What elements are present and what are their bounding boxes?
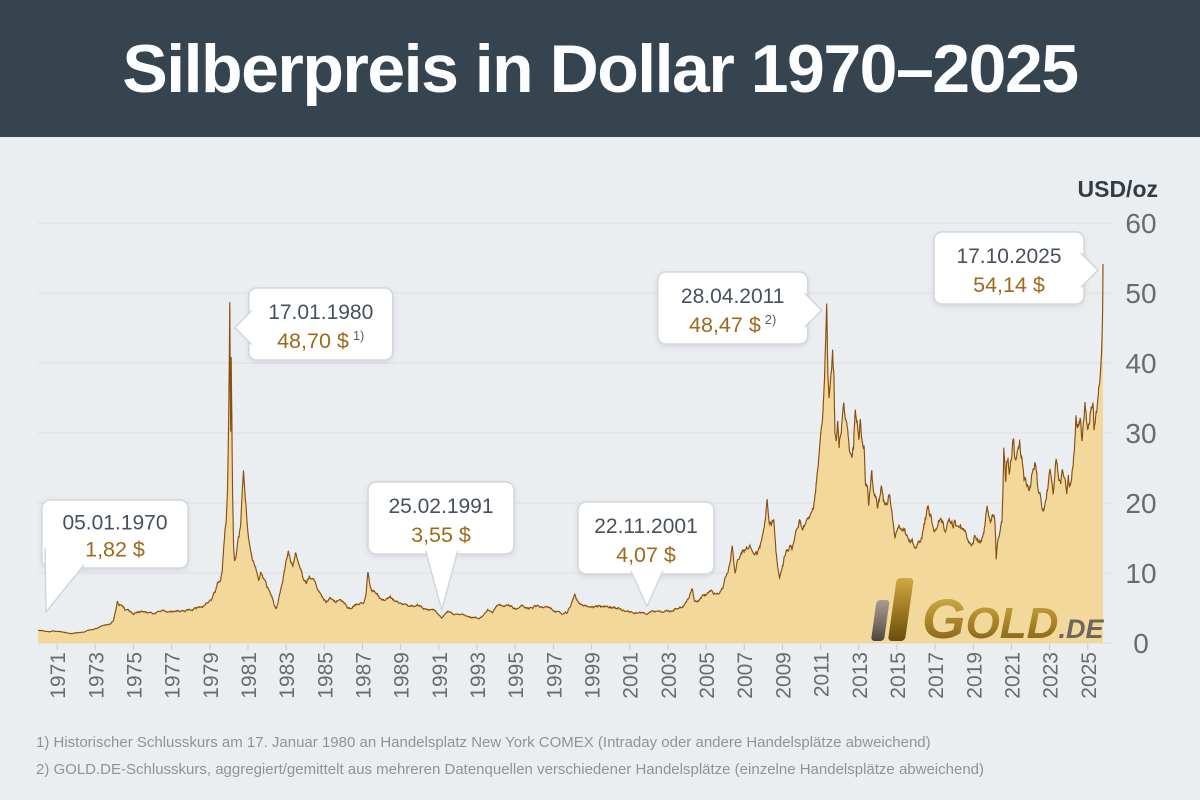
- callout-date: 22.11.2001: [594, 515, 698, 538]
- callout-pointer-icon: [804, 292, 823, 328]
- svg-text:2023: 2023: [1040, 652, 1063, 699]
- x-axis: 1971 1973 1975 1977 1979 1981 1983 1985 1987 1989…: [47, 644, 1101, 699]
- logo-text: GOLD.DE: [922, 587, 1104, 650]
- svg-text:1971: 1971: [47, 652, 70, 699]
- svg-text:1979: 1979: [200, 652, 223, 699]
- svg-text:20: 20: [1125, 488, 1156, 519]
- callout-pointer-icon: [44, 547, 85, 613]
- svg-text:50: 50: [1125, 278, 1156, 309]
- svg-text:2021: 2021: [1001, 652, 1024, 699]
- footnote-2: 2) GOLD.DE-Schlusskurs, aggregiert/gemit…: [36, 761, 985, 778]
- series-area: [38, 264, 1103, 643]
- logo-ingot-bars: [871, 578, 914, 641]
- svg-text:2003: 2003: [658, 652, 681, 699]
- callout-pointer-icon: [424, 550, 459, 611]
- footnote-1: 1) Historischer Schlusskurs am 17. Janua…: [36, 734, 931, 751]
- callout-price: 48,47 $2): [689, 312, 776, 337]
- title-bar: Silberpreis in Dollar 1970–2025: [0, 0, 1200, 137]
- svg-text:2005: 2005: [696, 652, 719, 699]
- callout-17-10-2025: 17.10.2025 54,14 $: [933, 231, 1099, 305]
- callout-pointer-icon: [630, 570, 664, 608]
- callout-price: 4,07 $: [616, 543, 676, 567]
- callout-pointer-icon: [1080, 252, 1099, 288]
- gold-de-logo: GOLD.DE: [871, 578, 1104, 650]
- callout-date: 05.01.1970: [62, 512, 167, 535]
- callout-date: 17.01.1980: [268, 301, 373, 324]
- svg-text:1981: 1981: [238, 652, 261, 699]
- callout-box: [41, 499, 189, 569]
- y-grid: [38, 222, 1113, 644]
- y-axis-unit: USD/oz: [1078, 176, 1159, 202]
- price-series: [38, 263, 1104, 643]
- svg-text:2017: 2017: [925, 652, 948, 699]
- svg-text:1985: 1985: [314, 652, 337, 699]
- svg-text:2015: 2015: [887, 652, 910, 699]
- svg-text:1993: 1993: [467, 652, 490, 699]
- svg-text:2001: 2001: [620, 652, 643, 699]
- callout-17-01-1980: 17.01.1980 48,70 $1): [234, 287, 394, 361]
- page-title: Silberpreis in Dollar 1970–2025: [122, 30, 1079, 107]
- svg-text:2007: 2007: [734, 652, 757, 699]
- svg-text:40: 40: [1125, 348, 1156, 379]
- y-axis-labels: 0 10 20 30 40 50 60: [1125, 208, 1156, 659]
- svg-text:0: 0: [1133, 628, 1149, 659]
- svg-text:60: 60: [1125, 208, 1156, 239]
- svg-text:1989: 1989: [391, 652, 414, 699]
- logo-bar-gold-icon: [888, 578, 914, 641]
- svg-text:1987: 1987: [352, 652, 375, 699]
- svg-text:1995: 1995: [505, 652, 528, 699]
- callout-price: 48,70 $1): [277, 328, 364, 353]
- callout-date: 17.10.2025: [956, 245, 1061, 268]
- svg-text:1999: 1999: [582, 652, 605, 699]
- logo-bar-silver-icon: [871, 600, 890, 641]
- svg-text:1977: 1977: [162, 652, 185, 699]
- svg-text:1975: 1975: [123, 652, 146, 699]
- callout-price: 54,14 $: [973, 273, 1045, 297]
- series-line: [38, 263, 1104, 635]
- svg-text:2009: 2009: [772, 652, 795, 699]
- callout-22-11-2001: 22.11.2001 4,07 $: [577, 501, 715, 608]
- callout-date: 28.04.2011: [681, 285, 785, 308]
- callout-date: 25.02.1991: [388, 495, 493, 518]
- svg-text:10: 10: [1125, 558, 1156, 589]
- callout-price: 3,55 $: [411, 523, 471, 547]
- svg-text:1983: 1983: [276, 652, 299, 699]
- svg-text:1991: 1991: [429, 652, 452, 699]
- footnotes: 1) Historischer Schlusskurs am 17. Janua…: [36, 729, 984, 783]
- svg-text:2013: 2013: [849, 652, 872, 699]
- svg-text:2011: 2011: [811, 652, 834, 697]
- svg-text:2025: 2025: [1078, 652, 1101, 699]
- callout-28-04-2011: 28.04.2011 48,47 $2): [656, 271, 823, 345]
- svg-text:2019: 2019: [963, 652, 986, 699]
- svg-text:1973: 1973: [85, 652, 108, 699]
- svg-text:1997: 1997: [543, 652, 566, 699]
- callout-price: 1,82 $: [85, 537, 145, 561]
- callout-pointer-icon: [234, 310, 253, 346]
- svg-text:30: 30: [1125, 418, 1156, 449]
- callout-25-02-1991: 25.02.1991 3,55 $: [367, 481, 515, 611]
